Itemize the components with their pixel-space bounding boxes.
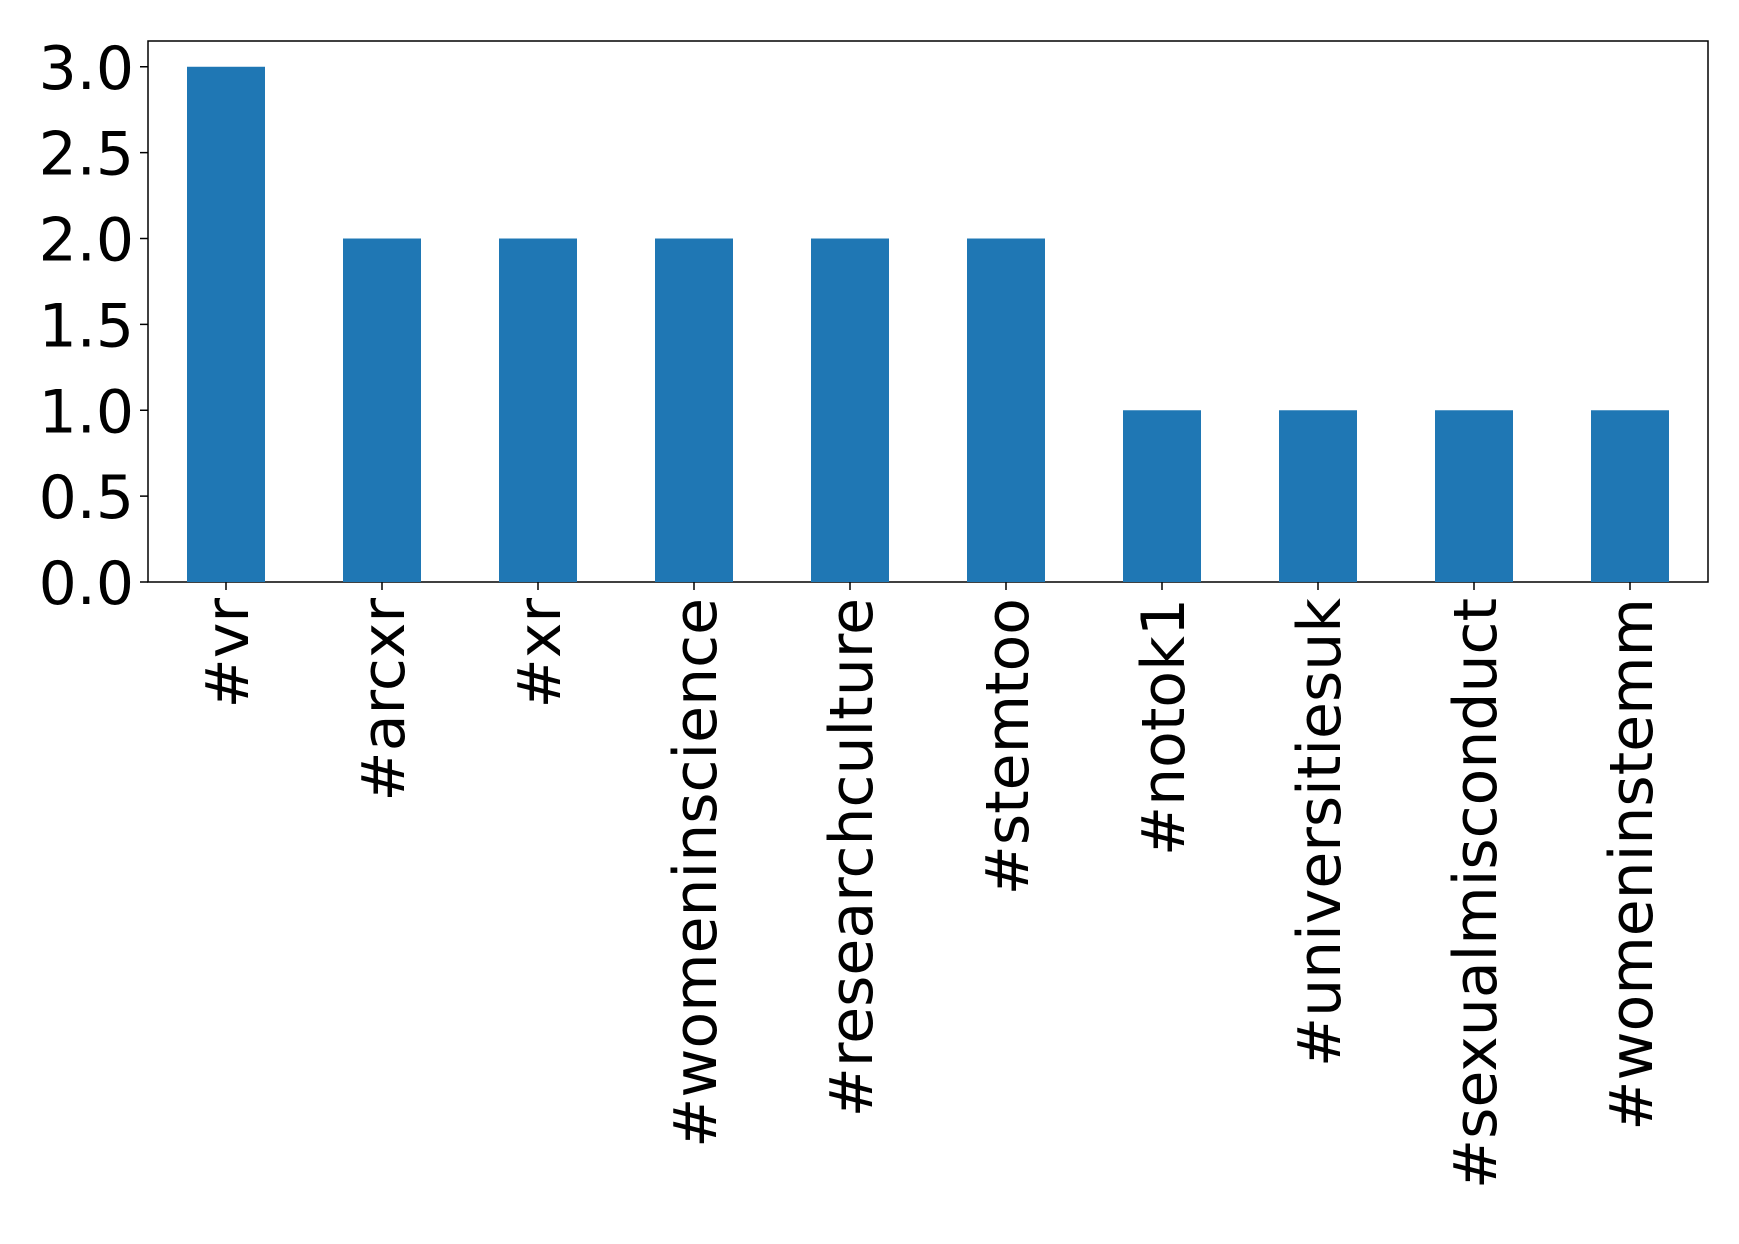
y-tick-label: 0.5 xyxy=(39,463,134,533)
bar xyxy=(187,66,265,582)
y-tick-label: 0.0 xyxy=(39,549,134,619)
x-tick-label: #womeninstemm xyxy=(1597,598,1667,1131)
x-tick-label: #stemtoo xyxy=(973,598,1043,895)
x-tick-label: #womeninscience xyxy=(661,598,731,1148)
x-tick-label: #universitiesuk xyxy=(1285,598,1355,1067)
x-tick-label: #arcxr xyxy=(349,598,419,802)
bar xyxy=(811,238,889,582)
bar xyxy=(1435,410,1513,582)
y-tick-label: 1.5 xyxy=(39,291,134,361)
x-tick-label: #xr xyxy=(505,598,575,709)
y-tick-label: 2.5 xyxy=(39,120,134,190)
y-tick-label: 3.0 xyxy=(39,34,134,104)
x-tick-label: #vr xyxy=(193,598,263,709)
y-tick-label: 1.0 xyxy=(39,377,134,447)
plot-frame xyxy=(147,40,1709,583)
x-tick-label: #researchculture xyxy=(817,598,887,1117)
bar xyxy=(967,238,1045,582)
bar xyxy=(1591,410,1669,582)
y-tick-label: 2.0 xyxy=(39,206,134,276)
x-tick-label: #sexualmisconduct xyxy=(1441,598,1511,1189)
bar xyxy=(655,238,733,582)
bar xyxy=(1279,410,1357,582)
bar xyxy=(343,238,421,582)
x-tick-label: #notok1 xyxy=(1129,598,1199,856)
bar xyxy=(1123,410,1201,582)
bar xyxy=(499,238,577,582)
